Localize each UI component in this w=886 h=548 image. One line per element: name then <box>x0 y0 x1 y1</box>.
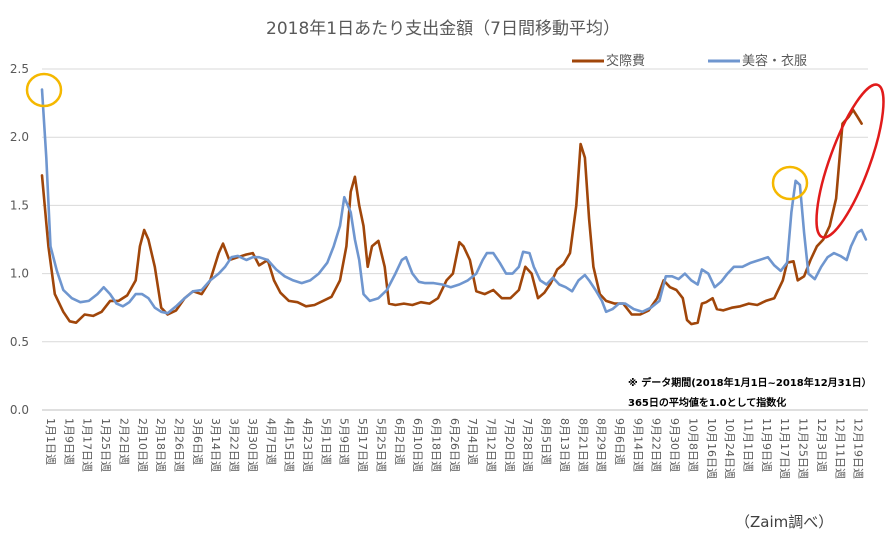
x-tick-label: 2月26日週 <box>172 418 185 472</box>
highlight-ellipse-dec <box>815 83 885 239</box>
note-period: ※ データ期間(2018年1月1日~2018年12月31日） <box>628 376 872 389</box>
x-tick-label: 5月1日週 <box>319 418 332 465</box>
y-tick-label: 1.0 <box>10 267 29 281</box>
chart-title: 2018年1日あたり支出金額（7日間移動平均） <box>266 19 620 39</box>
x-tick-label: 7月28日週 <box>521 418 534 472</box>
x-tick-label: 2月10日週 <box>136 418 149 472</box>
y-tick-label: 1.5 <box>10 198 29 212</box>
x-tick-label: 6月2日週 <box>393 418 406 465</box>
x-tick-label: 5月25日週 <box>374 418 387 472</box>
gridlines <box>42 68 868 411</box>
x-tick-label: 3月14日週 <box>209 418 222 472</box>
x-tick-label: 12月19日週 <box>852 418 865 479</box>
x-tick-label: 7月20日週 <box>503 418 516 472</box>
x-tick-label: 1月9日週 <box>62 418 75 465</box>
x-tick-label: 2月18日週 <box>154 418 167 472</box>
legend: 交際費 美容・衣服 <box>572 53 807 69</box>
x-tick-label: 11月25日週 <box>797 418 810 479</box>
legend-label-0: 交際費 <box>606 53 645 69</box>
x-tick-label: 8月21日週 <box>576 418 589 472</box>
y-tick-label: 0.0 <box>10 403 29 417</box>
highlight-circle-jan <box>25 72 63 108</box>
legend-label-1: 美容・衣服 <box>742 53 807 69</box>
x-tick-label: 3月22日週 <box>228 418 241 472</box>
y-tick-label: 2.0 <box>10 130 29 144</box>
x-tick-label: 9月6日週 <box>613 418 626 465</box>
x-axis: 1月1日週 1月9日週 1月17日週 1月25日週 2月2日週 2月10日週 2月18日週 2… <box>44 418 865 479</box>
highlight-circle-nov <box>771 165 809 201</box>
x-tick-label: 7月12日週 <box>485 418 498 472</box>
x-tick-label: 8月5日週 <box>540 418 553 465</box>
x-tick-label: 1月1日週 <box>44 418 57 465</box>
note-index: 365日の平均値を1.0として指数化 <box>628 396 786 409</box>
highlight-circles <box>25 72 885 239</box>
x-tick-label: 9月14日週 <box>631 418 644 472</box>
x-tick-label: 12月11日週 <box>833 418 846 479</box>
series-lines <box>40 88 868 326</box>
x-tick-label: 5月9日週 <box>338 418 351 465</box>
y-tick-label: 0.5 <box>10 335 29 349</box>
source-note: （Zaim調べ） <box>735 513 833 531</box>
x-tick-label: 3月30日週 <box>246 418 259 472</box>
x-tick-label: 4月7日週 <box>264 418 277 465</box>
x-tick-label: 5月17日週 <box>356 418 369 472</box>
series-line-1 <box>40 88 868 315</box>
x-tick-label: 12月3日週 <box>815 418 828 472</box>
y-tick-label: 2.5 <box>10 62 29 76</box>
x-tick-label: 11月9日週 <box>760 418 773 472</box>
y-axis: 0.0 0.5 1.0 1.5 2.0 2.5 <box>10 62 29 417</box>
series-line-0 <box>40 108 863 326</box>
x-tick-label: 8月13日週 <box>558 418 571 472</box>
x-tick-label: 10月16日週 <box>705 418 718 479</box>
x-tick-label: 6月26日週 <box>448 418 461 472</box>
x-tick-label: 7月4日週 <box>466 418 479 465</box>
x-tick-label: 1月17日週 <box>81 418 94 472</box>
x-tick-label: 10月24日週 <box>723 418 736 479</box>
x-tick-label: 4月23日週 <box>301 418 314 472</box>
x-tick-label: 10月8日週 <box>686 418 699 472</box>
x-tick-label: 8月29日週 <box>595 418 608 472</box>
x-tick-label: 2月2日週 <box>117 418 130 465</box>
x-tick-label: 11月1日週 <box>742 418 755 472</box>
x-tick-label: 3月6日週 <box>191 418 204 465</box>
x-tick-label: 9月22日週 <box>650 418 663 472</box>
x-tick-label: 9月30日週 <box>668 418 681 472</box>
x-tick-label: 11月17日週 <box>778 418 791 479</box>
x-tick-label: 6月10日週 <box>411 418 424 472</box>
x-tick-label: 1月25日週 <box>99 418 112 472</box>
x-tick-label: 4月15日週 <box>283 418 296 472</box>
x-tick-label: 6月18日週 <box>429 418 442 472</box>
